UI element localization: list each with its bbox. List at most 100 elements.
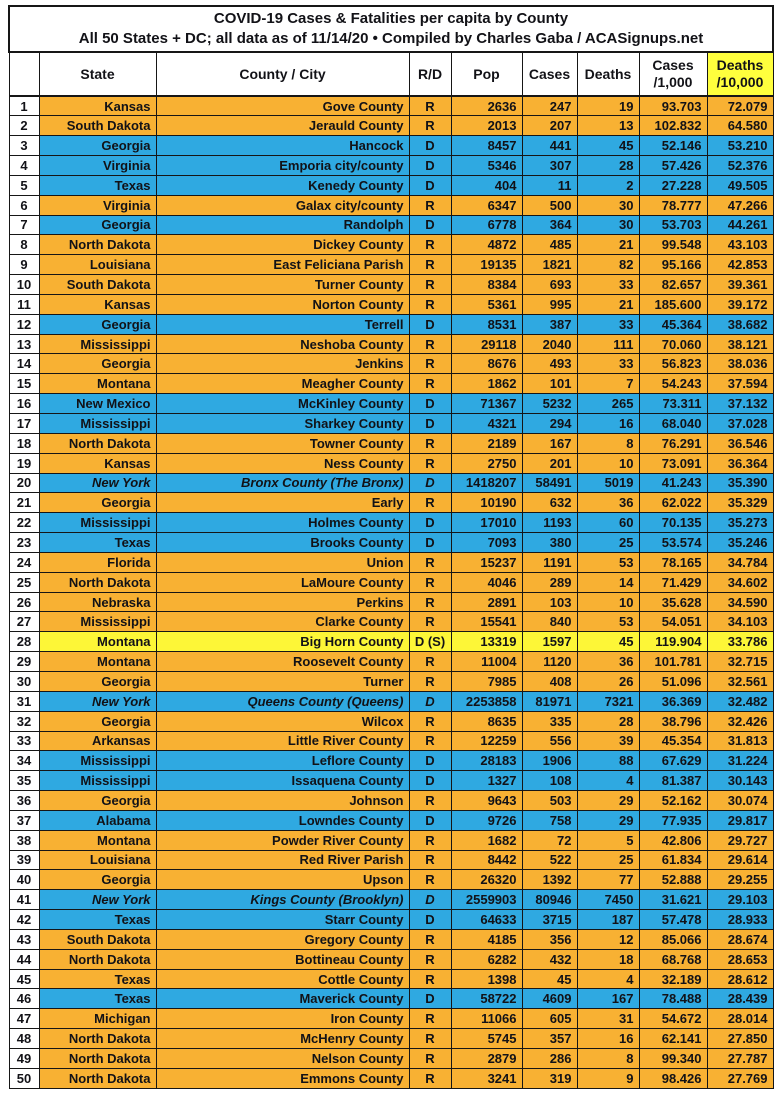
cell-cases-per-1000: 62.141 <box>638 1028 708 1049</box>
cell-cases: 1193 <box>521 512 578 534</box>
cell-cases: 101 <box>521 373 578 395</box>
table-row: 13 Mississippi Neshoba County R 29118 20… <box>8 333 774 355</box>
cell-deaths-per-10000: 27.769 <box>706 1067 774 1089</box>
table-row: 1 Kansas Gove County R 2636 247 19 93.70… <box>8 95 774 117</box>
cell-cases: 5232 <box>521 393 578 414</box>
cell-county: Sharkey County <box>155 413 410 434</box>
cell-county: Towner County <box>155 432 410 454</box>
cell-deaths: 30 <box>576 194 640 216</box>
cell-state: Georgia <box>38 214 157 236</box>
cell-state: Mississippi <box>38 611 157 633</box>
cell-cases-per-1000: 61.834 <box>638 849 708 871</box>
cell-county: Maverick County <box>155 988 410 1010</box>
table-row: 48 North Dakota McHenry County R 5745 35… <box>8 1028 774 1049</box>
cell-cases-per-1000: 73.091 <box>638 452 708 474</box>
cell-deaths: 111 <box>576 333 640 355</box>
cell-county: Ness County <box>155 452 410 474</box>
table-row: 39 Louisiana Red River Parish R 8442 522… <box>8 849 774 871</box>
cell-deaths: 60 <box>576 512 640 534</box>
table-row: 32 Georgia Wilcox R 8635 335 28 38.796 3… <box>8 710 774 732</box>
cell-population: 4046 <box>450 571 523 593</box>
cell-party: R <box>408 373 452 395</box>
cell-rank: 34 <box>8 750 40 772</box>
cell-deaths: 28 <box>576 155 640 176</box>
cell-deaths: 18 <box>576 948 640 970</box>
cell-deaths-per-10000: 39.361 <box>706 274 774 295</box>
cell-party: D <box>408 313 452 335</box>
cell-cases: 3715 <box>521 909 578 930</box>
cell-state: Montana <box>38 631 157 653</box>
cell-population: 11004 <box>450 651 523 672</box>
cell-deaths-per-10000: 28.612 <box>706 968 774 990</box>
cell-party: R <box>408 274 452 295</box>
cell-county: Johnson <box>155 790 410 811</box>
cell-county: Lowndes County <box>155 809 410 831</box>
cell-deaths-per-10000: 32.426 <box>706 710 774 732</box>
cell-state: Texas <box>38 174 157 196</box>
cell-county: Gregory County <box>155 928 410 950</box>
cell-party: R <box>408 1028 452 1049</box>
cell-cases: 45 <box>521 968 578 990</box>
cell-cases-per-1000: 82.657 <box>638 274 708 295</box>
cell-party: R <box>408 1048 452 1069</box>
cell-deaths-per-10000: 43.103 <box>706 234 774 256</box>
cell-county: Roosevelt County <box>155 651 410 672</box>
cell-cases: 364 <box>521 214 578 236</box>
table-row: 17 Mississippi Sharkey County D 4321 294… <box>8 413 774 434</box>
cell-deaths: 8 <box>576 1048 640 1069</box>
cell-party: D (S) <box>408 631 452 653</box>
cell-party: D <box>408 135 452 157</box>
cell-party: R <box>408 869 452 891</box>
cell-cases: 1597 <box>521 631 578 653</box>
cell-party: R <box>408 432 452 454</box>
cell-county: Bronx County (The Bronx) <box>155 472 410 494</box>
cell-rank: 36 <box>8 790 40 811</box>
table-row: 12 Georgia Terrell D 8531 387 33 45.364 … <box>8 313 774 335</box>
table-row: 46 Texas Maverick County D 58722 4609 16… <box>8 988 774 1010</box>
cell-population: 6347 <box>450 194 523 216</box>
cell-population: 8676 <box>450 353 523 375</box>
cell-rank: 42 <box>8 909 40 930</box>
table-row: 14 Georgia Jenkins R 8676 493 33 56.823 … <box>8 353 774 375</box>
cell-state: Georgia <box>38 670 157 692</box>
cell-deaths-per-10000: 33.786 <box>706 631 774 653</box>
cell-party: R <box>408 194 452 216</box>
cell-county: Issaquena County <box>155 770 410 792</box>
table-row: 21 Georgia Early R 10190 632 36 62.022 3… <box>8 492 774 514</box>
cell-county: Clarke County <box>155 611 410 633</box>
cell-state: Georgia <box>38 869 157 891</box>
cell-deaths-per-10000: 35.273 <box>706 512 774 534</box>
cell-party: R <box>408 591 452 613</box>
table-row: 19 Kansas Ness County R 2750 201 10 73.0… <box>8 452 774 474</box>
cell-cases-per-1000: 77.935 <box>638 809 708 831</box>
cell-party: D <box>408 750 452 772</box>
cell-party: R <box>408 968 452 990</box>
cell-county: Big Horn County <box>155 631 410 653</box>
cell-deaths: 9 <box>576 1067 640 1089</box>
table-row: 6 Virginia Galax city/county R 6347 500 … <box>8 194 774 216</box>
cell-cases: 432 <box>521 948 578 970</box>
cell-rank: 8 <box>8 234 40 256</box>
cell-population: 2253858 <box>450 690 523 712</box>
cell-cases: 632 <box>521 492 578 514</box>
table-row: 40 Georgia Upson R 26320 1392 77 52.888 … <box>8 869 774 891</box>
cell-county: Emporia city/county <box>155 155 410 176</box>
cell-deaths: 16 <box>576 413 640 434</box>
cell-state: New York <box>38 889 157 911</box>
cell-rank: 39 <box>8 849 40 871</box>
table-row: 50 North Dakota Emmons County R 3241 319… <box>8 1067 774 1089</box>
cell-deaths: 7321 <box>576 690 640 712</box>
cell-population: 1327 <box>450 770 523 792</box>
cell-population: 13319 <box>450 631 523 653</box>
table-row: 36 Georgia Johnson R 9643 503 29 52.162 … <box>8 790 774 811</box>
cell-state: Kansas <box>38 95 157 117</box>
cell-cases-per-1000: 52.888 <box>638 869 708 891</box>
cell-deaths: 12 <box>576 928 640 950</box>
cell-rank: 43 <box>8 928 40 950</box>
cell-party: D <box>408 413 452 434</box>
cell-county: Neshoba County <box>155 333 410 355</box>
cell-deaths: 10 <box>576 452 640 474</box>
cell-county: Cottle County <box>155 968 410 990</box>
cell-population: 58722 <box>450 988 523 1010</box>
cell-county: Randolph <box>155 214 410 236</box>
